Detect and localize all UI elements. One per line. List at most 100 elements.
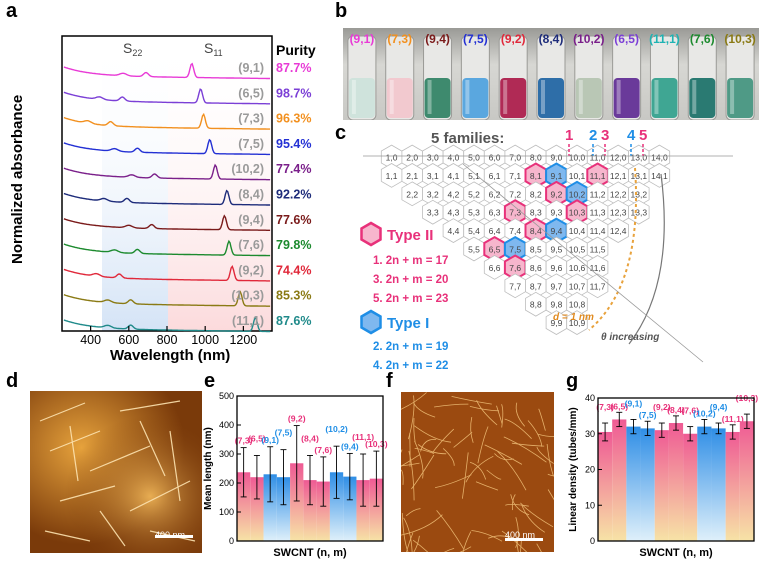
chirality-label: (10,3) bbox=[231, 289, 264, 303]
chirality-hex-label: 5,4 bbox=[468, 226, 480, 236]
chirality-hex-label: 8,4 bbox=[530, 226, 542, 236]
nanotube-strand bbox=[486, 469, 502, 480]
chirality-label: (9,1) bbox=[238, 61, 264, 75]
panel-label-a: a bbox=[6, 0, 18, 22]
chirality-hex-label: 4,1 bbox=[447, 171, 459, 181]
chirality-hex-label: 9,5 bbox=[550, 245, 562, 255]
nanotube-strand bbox=[411, 454, 435, 490]
nanotube-strand bbox=[413, 402, 436, 418]
chirality-hex-label: 1,1 bbox=[386, 171, 398, 181]
chirality-hex-label: 7,2 bbox=[509, 189, 521, 199]
vial-liquid bbox=[651, 78, 678, 118]
nanotube-strand bbox=[536, 543, 542, 552]
spectrum-trace bbox=[63, 62, 271, 80]
spectrum-trace bbox=[63, 189, 271, 206]
vial-liquid bbox=[424, 78, 451, 118]
y-axis-label: Linear density (tubes/mm) bbox=[568, 407, 579, 531]
chirality-hex-label: 13,0 bbox=[631, 153, 648, 163]
chirality-hex-label: 8,0 bbox=[530, 153, 542, 163]
spectrum-trace bbox=[63, 290, 271, 307]
nanotube-strand bbox=[405, 508, 421, 517]
nanotube-strand bbox=[546, 443, 554, 476]
bar bbox=[250, 477, 264, 541]
vial-label: (9,4) bbox=[425, 32, 450, 46]
purity-labels: (9,1) 87.7% (6,5) 98.7% (7,3) 96.3% (7,5) 95.4%… bbox=[231, 61, 311, 328]
nanotube-strand bbox=[494, 453, 514, 461]
scale-bar-label-f: 400 nm bbox=[505, 530, 536, 540]
nanotube-strand bbox=[435, 474, 472, 488]
nanotube-strand bbox=[470, 417, 474, 443]
bar bbox=[356, 480, 370, 541]
x-tick-label: 1200 bbox=[229, 333, 257, 347]
chirality-label: (9,2) bbox=[238, 263, 264, 277]
vial-label: (7,6) bbox=[690, 32, 715, 46]
vial-highlight bbox=[730, 80, 735, 114]
type1-equation: 4. 2n + m = 22 bbox=[373, 360, 448, 370]
spectrum-trace bbox=[63, 112, 271, 130]
chirality-hex-label: 9,8 bbox=[550, 300, 562, 310]
bar bbox=[329, 472, 344, 541]
vial-labels: (9,1) (7,3) (9,4) (7,5) (9,2) (8,4) (10,2) (6,5… bbox=[350, 32, 756, 46]
y-tick-label: 100 bbox=[219, 507, 234, 517]
chart-frame bbox=[236, 395, 384, 542]
y-tick-label: 200 bbox=[219, 478, 234, 488]
y-tick-label: 10 bbox=[585, 500, 595, 510]
nanotube-strand bbox=[412, 539, 429, 552]
x-tick-label: 600 bbox=[118, 333, 139, 347]
chirality-hex-label: 6,0 bbox=[489, 153, 501, 163]
y-tick-label: 20 bbox=[585, 465, 595, 475]
nanotube-strand bbox=[477, 426, 489, 464]
type2-equation: 3. 2n + m = 20 bbox=[373, 274, 448, 286]
chirality-hex-label: 8,5 bbox=[530, 245, 542, 255]
purity-value: 95.4% bbox=[276, 137, 311, 151]
vial-liquid bbox=[348, 78, 375, 118]
bar-category-label: (7,5) bbox=[275, 428, 293, 438]
chirality-hex-label: 11,6 bbox=[590, 263, 606, 273]
chirality-hex-label: 8,2 bbox=[530, 189, 542, 199]
nanotube-strand bbox=[451, 396, 492, 405]
type1-label: Type I bbox=[387, 315, 429, 332]
purity-value: 79.8% bbox=[276, 238, 311, 252]
chirality-hex-label: 9,1 bbox=[550, 171, 562, 181]
chirality-label: (10,2) bbox=[231, 162, 264, 176]
chirality-hex-label: 7,6 bbox=[509, 263, 521, 273]
chirality-hex-label: 10,2 bbox=[569, 189, 586, 199]
spectrum-trace bbox=[63, 163, 271, 181]
bar bbox=[739, 421, 754, 541]
vial-highlight bbox=[654, 80, 659, 114]
chirality-hex-label: 10,5 bbox=[569, 245, 586, 255]
vial-label: (7,3) bbox=[387, 32, 412, 46]
bar bbox=[612, 419, 627, 541]
purity-value: 87.7% bbox=[276, 61, 311, 75]
chirality-hex-label: 13,1 bbox=[631, 171, 648, 181]
y-tick-label: 0 bbox=[590, 536, 595, 546]
chirality-hex-label: 5,0 bbox=[468, 153, 480, 163]
panel-label-g: g bbox=[566, 370, 579, 392]
nanotube-strand bbox=[401, 469, 404, 485]
absorbance-spectra-plot: 400 600 800 1000 1200 S22 S11 Normalized abs… bbox=[9, 35, 316, 364]
bar bbox=[290, 463, 304, 541]
nanotube-strand bbox=[401, 392, 427, 410]
chirality-hex-label: 6,1 bbox=[489, 171, 501, 181]
nanotube-strand bbox=[459, 546, 472, 552]
chirality-hex-label: 13,3 bbox=[631, 208, 648, 218]
chirality-hex-label: 1,0 bbox=[386, 153, 398, 163]
family-number: 3 bbox=[601, 127, 609, 144]
chirality-hex-label: 9,2 bbox=[550, 189, 562, 199]
vial-liquid bbox=[689, 78, 716, 118]
vial-liquid bbox=[727, 78, 754, 118]
chirality-hex-label: 5,5 bbox=[468, 245, 480, 255]
x-axis-ticks-a: 400 600 800 1000 1200 bbox=[80, 326, 257, 347]
panel-label-e: e bbox=[204, 370, 216, 392]
vial-liquid bbox=[538, 78, 564, 118]
chirality-hex bbox=[628, 199, 650, 225]
chirality-hex-label: 3,2 bbox=[427, 189, 439, 199]
y-axis-label-a: Normalized absorbance bbox=[9, 95, 26, 264]
chirality-hex-label: 4,0 bbox=[447, 153, 459, 163]
purity-value: 98.7% bbox=[276, 86, 311, 100]
vial-label: (8,4) bbox=[539, 32, 564, 46]
chirality-hex-label: 4,4 bbox=[447, 226, 459, 236]
vial-highlight bbox=[616, 80, 621, 114]
chirality-hex-label: 9,6 bbox=[550, 263, 562, 273]
chirality-hex-label: 4,2 bbox=[447, 189, 459, 199]
